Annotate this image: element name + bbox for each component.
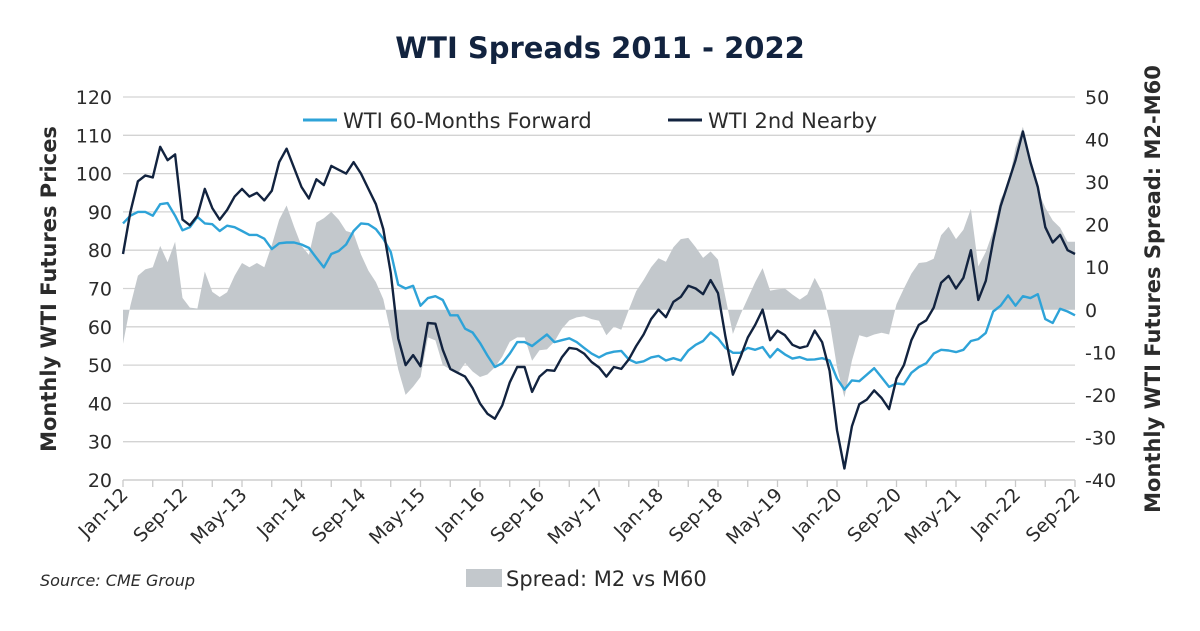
legend-label-m2: WTI 2nd Nearby: [708, 109, 877, 133]
left-axis-ticks: 20 30 40 50 60 70 80 90 100 110 120: [76, 87, 112, 492]
x-tick-label: Jan-18: [609, 484, 668, 543]
right-tick-label: 20: [1085, 215, 1109, 237]
legend-label-m60: WTI 60-Months Forward: [343, 109, 592, 133]
right-tick-label: 50: [1085, 87, 1109, 109]
chart-title: WTI Spreads 2011 - 2022: [395, 31, 805, 65]
x-tick-label: Sep-18: [665, 484, 728, 547]
right-axis-label: Monthly WTI Futures Spread: M2-M60: [1141, 65, 1165, 513]
x-tick-label: Sep-16: [486, 484, 549, 547]
left-tick-label: 40: [88, 393, 112, 415]
left-tick-label: 60: [88, 317, 112, 339]
right-axis-ticks: -40 -30 -20 -10 0 10 20 30 40 50: [1085, 87, 1116, 492]
x-tick-label: Jan-20: [788, 484, 847, 543]
x-tick-label: Sep-12: [129, 484, 192, 547]
legend-swatch-spread: [466, 569, 502, 587]
legend-label-spread: Spread: M2 vs M60: [506, 567, 707, 591]
x-tick-label: May-17: [543, 484, 608, 549]
x-tick-label: May-13: [186, 484, 251, 549]
spread-area-layer: [123, 126, 1075, 398]
line-wti-60-months-forward: [122, 201, 1076, 391]
spread-area: [123, 126, 1075, 398]
x-tick-label: Jan-14: [252, 484, 311, 543]
price-lines-layer: [121, 130, 1076, 470]
right-tick-label: -40: [1085, 470, 1116, 492]
x-tick-label: Jan-16: [431, 484, 490, 543]
x-tick-label: Sep-14: [308, 484, 371, 547]
right-tick-label: 10: [1085, 257, 1109, 279]
x-tick-label: Sep-20: [843, 484, 906, 547]
left-tick-label: 120: [76, 87, 112, 109]
right-tick-label: -10: [1085, 342, 1116, 364]
left-tick-label: 80: [88, 240, 112, 262]
left-tick-label: 100: [76, 164, 112, 186]
x-tick-label: May-21: [900, 484, 965, 549]
left-tick-label: 20: [88, 470, 112, 492]
left-tick-label: 50: [88, 355, 112, 377]
left-tick-label: 70: [88, 279, 112, 301]
right-tick-label: -30: [1085, 427, 1116, 449]
x-tick-label: Jan-22: [966, 484, 1025, 543]
left-axis-label: Monthly WTI Futures Prices: [37, 126, 61, 452]
legend-top: WTI 60-Months Forward WTI 2nd Nearby: [303, 109, 877, 133]
left-tick-label: 110: [76, 125, 112, 147]
right-tick-label: 0: [1085, 300, 1097, 322]
x-tick-label: May-19: [722, 484, 787, 549]
right-tick-label: 30: [1085, 172, 1109, 194]
line-wti-2nd-nearby: [121, 130, 1076, 470]
right-tick-label: -20: [1085, 385, 1116, 407]
left-tick-label: 30: [88, 432, 112, 454]
source-note: Source: CME Group: [40, 571, 195, 590]
x-tick-label: Sep-22: [1022, 484, 1085, 547]
legend-bottom: Spread: M2 vs M60: [466, 567, 707, 591]
x-tick-label: Jan-12: [74, 484, 133, 543]
right-tick-label: 40: [1085, 130, 1109, 152]
x-tick-label: May-15: [365, 484, 430, 549]
left-tick-label: 90: [88, 202, 112, 224]
